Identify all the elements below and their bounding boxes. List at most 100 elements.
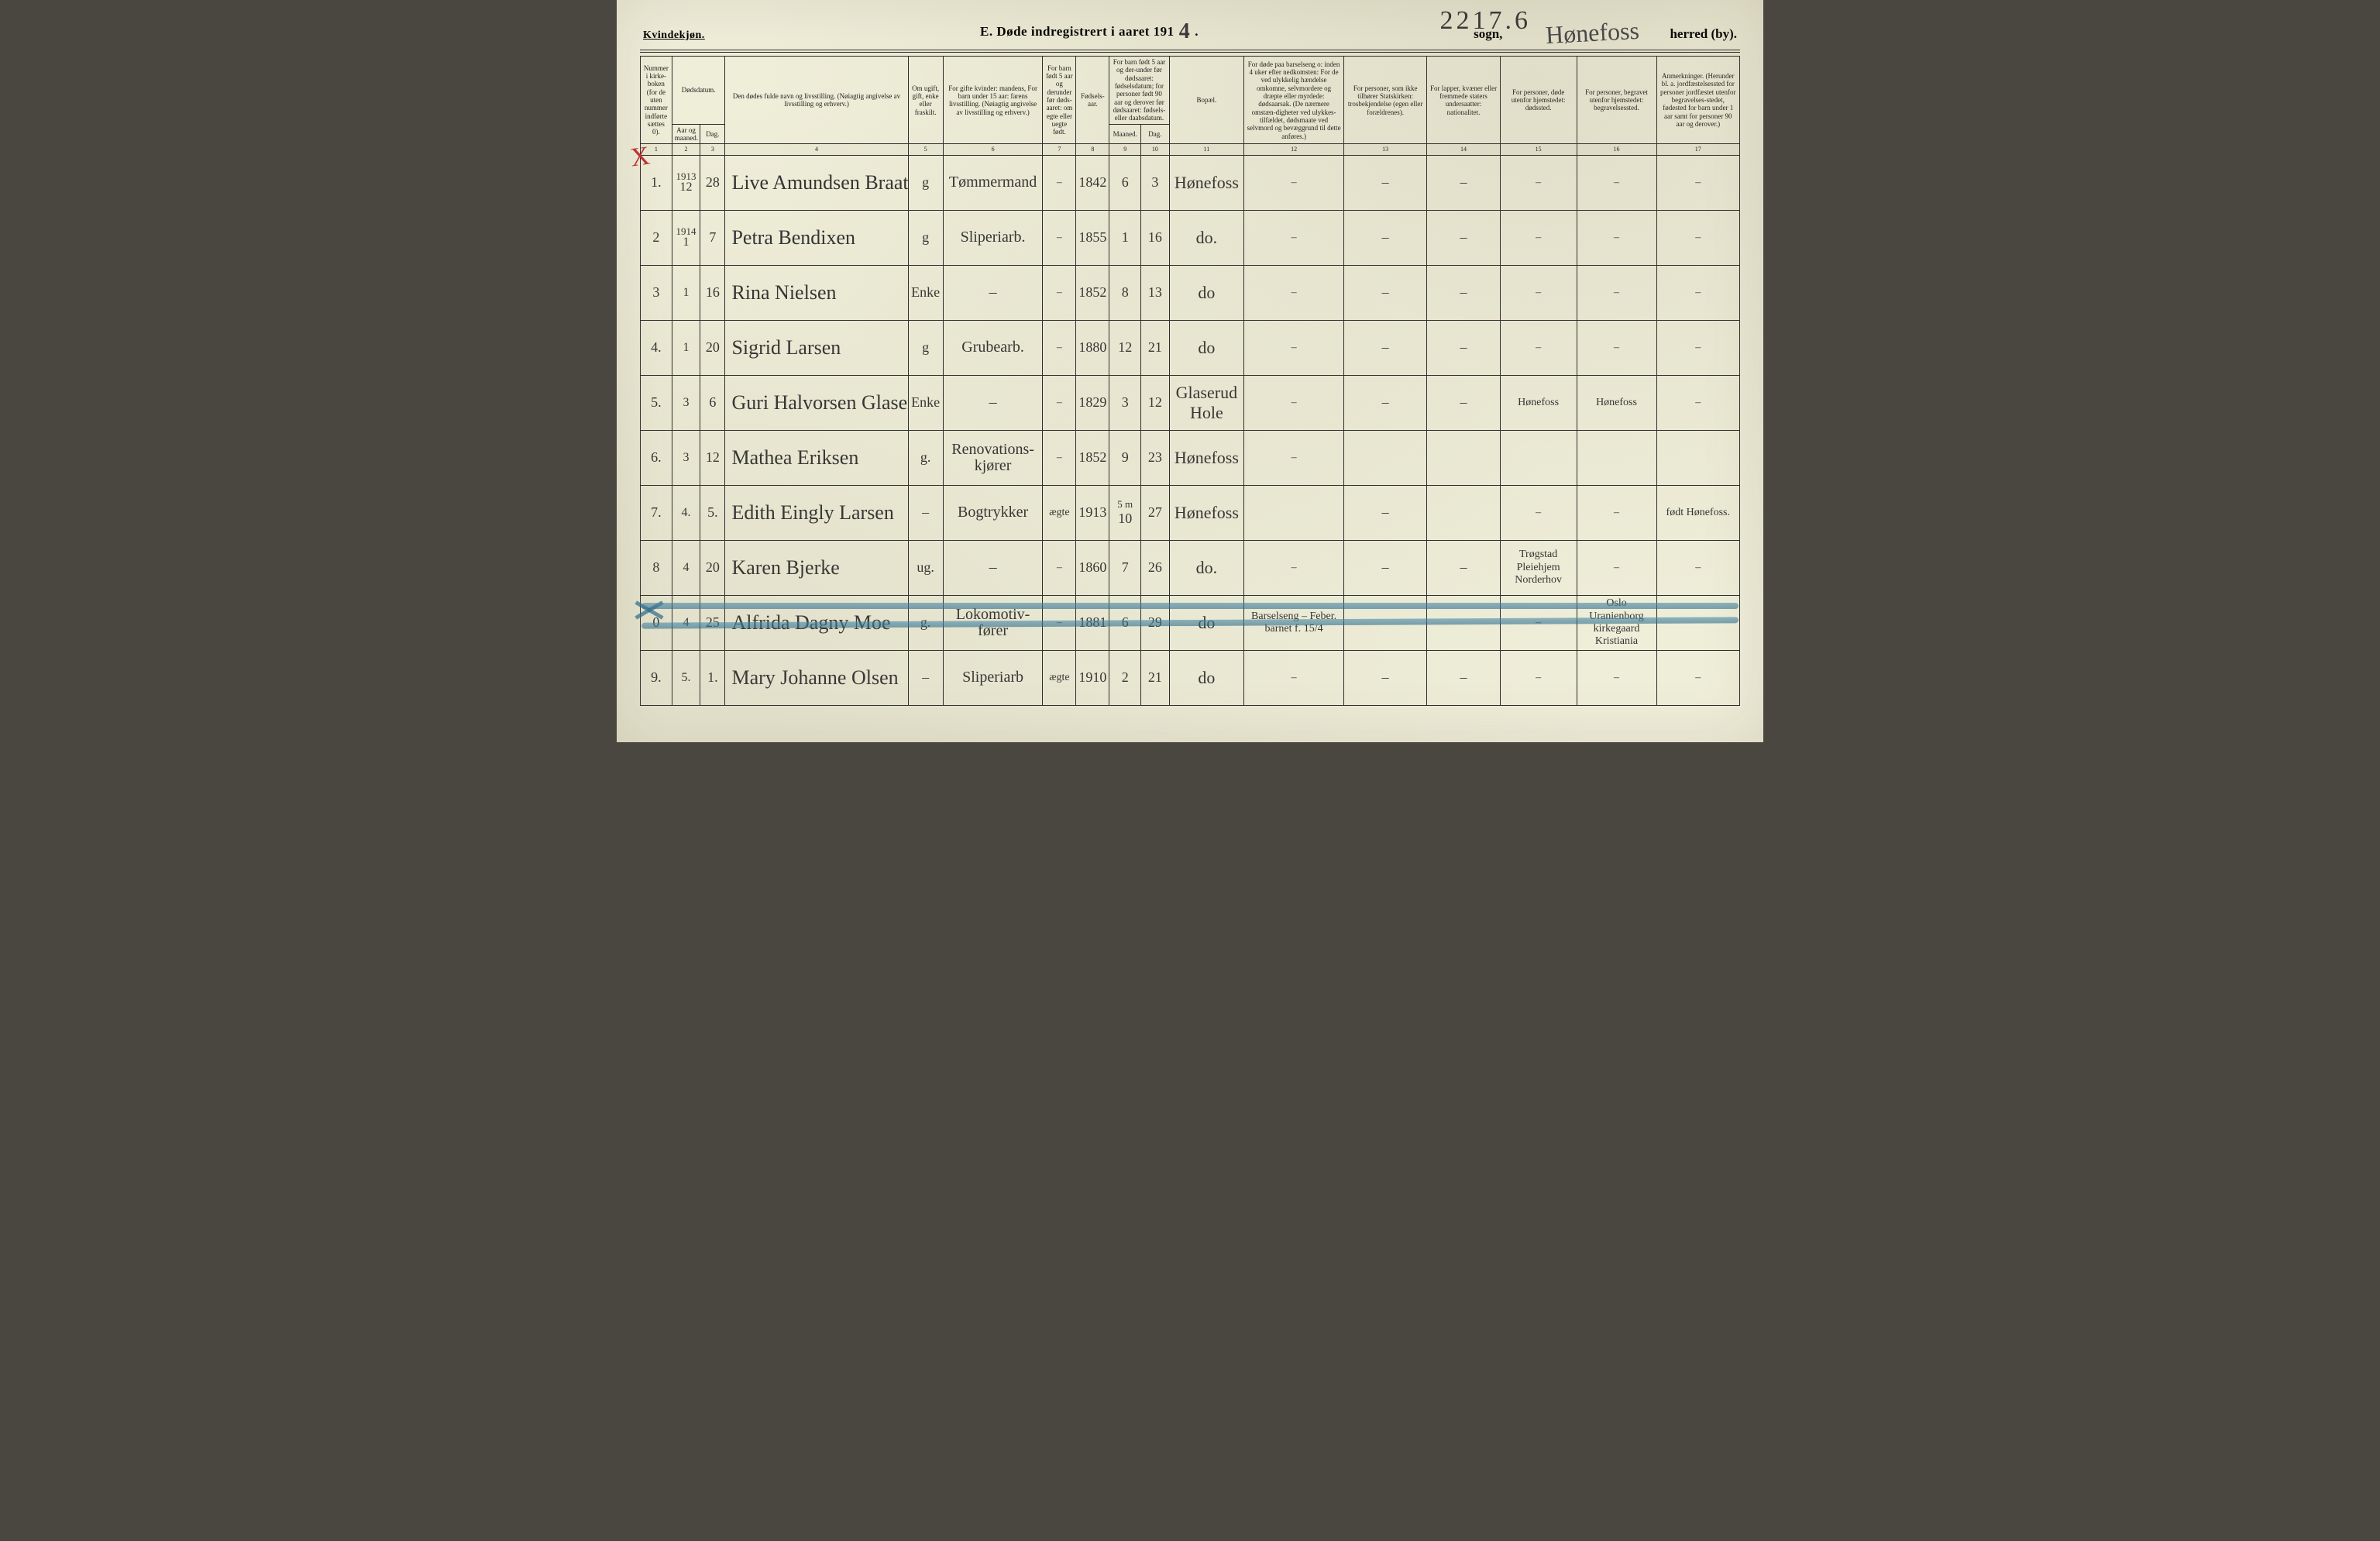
cell: 3 xyxy=(1109,375,1141,430)
cell: do xyxy=(1169,650,1244,705)
cell: g. xyxy=(908,595,943,650)
cell: – xyxy=(1244,650,1344,705)
cell: – xyxy=(1577,485,1656,540)
cell: 3 xyxy=(641,265,672,320)
cell: – xyxy=(1244,265,1344,320)
cell xyxy=(1244,485,1344,540)
cell: 7. xyxy=(641,485,672,540)
col-10: Dag. xyxy=(1141,124,1169,144)
cell: – xyxy=(908,650,943,705)
cell: Live Amundsen Braaten xyxy=(725,155,908,210)
table-row: 7.4.5.Edith Eingly Larsen–Bogtrykkerægte… xyxy=(641,485,1740,540)
colnum: 7 xyxy=(1043,144,1076,155)
cell-year-month: 1 xyxy=(672,320,700,375)
cell: 1. xyxy=(641,155,672,210)
cell: 1910 xyxy=(1076,650,1109,705)
col-2a: Aar og maaned. xyxy=(672,124,700,144)
reference-number: 2217.6 xyxy=(1440,6,1532,36)
cell: – xyxy=(1577,155,1656,210)
col-5: Om ugift, gift, enke eller fraskilt. xyxy=(908,57,943,144)
cell: 1855 xyxy=(1076,210,1109,265)
cell: – xyxy=(1500,265,1577,320)
cell: do. xyxy=(1169,210,1244,265)
cell: Sliperiarb. xyxy=(943,210,1043,265)
cell: 16 xyxy=(700,265,725,320)
cell: 7 xyxy=(1109,540,1141,595)
cell: – xyxy=(1500,320,1577,375)
cell: 29 xyxy=(1141,595,1169,650)
cell: – xyxy=(1244,210,1344,265)
cell: 5. xyxy=(641,375,672,430)
cell: – xyxy=(1427,320,1500,375)
table-row: 9.5.1.Mary Johanne Olsen–Sliperiarbægte1… xyxy=(641,650,1740,705)
cell: g xyxy=(908,155,943,210)
cell: – xyxy=(1500,210,1577,265)
col-4: Den dødes fulde navn og livsstilling. (N… xyxy=(725,57,908,144)
col-12: For døde paa barselseng o: inden 4 uker … xyxy=(1244,57,1344,144)
cell: 2 xyxy=(641,210,672,265)
table-row: 1.19131228Live Amundsen BraatengTømmerma… xyxy=(641,155,1740,210)
cell: Petra Bendixen xyxy=(725,210,908,265)
cell: 1852 xyxy=(1076,265,1109,320)
page-title: E. Døde indregistrert i aaret 191 4 . xyxy=(980,17,1199,42)
cell: 6 xyxy=(1109,155,1141,210)
cell: – xyxy=(1500,485,1577,540)
colnum: 13 xyxy=(1343,144,1426,155)
col-11: Bopæl. xyxy=(1169,57,1244,144)
table-head: Nummer i kirke-boken (for de uten nummer… xyxy=(641,57,1740,156)
cell-year-month: 4 xyxy=(672,595,700,650)
cell: – xyxy=(1656,540,1739,595)
herred-label: herred (by). xyxy=(1670,26,1737,42)
col-9-10: For barn født 5 aar og der-under før død… xyxy=(1109,57,1169,125)
cell-year-month: 191312 xyxy=(672,155,700,210)
cell: 1. xyxy=(700,650,725,705)
colnum: 17 xyxy=(1656,144,1739,155)
cell: Trøgstad Pleiehjem Norderhov xyxy=(1500,540,1577,595)
cell: 12 xyxy=(700,430,725,485)
cell: – xyxy=(1244,155,1344,210)
col-13: For personer, som ikke tilhører Statskir… xyxy=(1343,57,1426,144)
cell: – xyxy=(1656,265,1739,320)
cell: – xyxy=(1500,650,1577,705)
cell: – xyxy=(1244,320,1344,375)
cell: 26 xyxy=(1141,540,1169,595)
cell: – xyxy=(943,265,1043,320)
cell: 6. xyxy=(641,430,672,485)
cell: Mary Johanne Olsen xyxy=(725,650,908,705)
cell: – xyxy=(1343,210,1426,265)
cell xyxy=(1656,430,1739,485)
cell: – xyxy=(1427,155,1500,210)
cell: – xyxy=(1343,320,1426,375)
cell: 12 xyxy=(1141,375,1169,430)
cell: Rina Nielsen xyxy=(725,265,908,320)
cell: 6 xyxy=(1109,595,1141,650)
cell: ægte xyxy=(1043,485,1076,540)
cell: 28 xyxy=(700,155,725,210)
cell-year-month: 3 xyxy=(672,375,700,430)
cell: Hønefoss xyxy=(1577,375,1656,430)
gender-label: Kvindekjøn. xyxy=(643,29,705,42)
col-1: Nummer i kirke-boken (for de uten nummer… xyxy=(641,57,672,144)
cell: Hønefoss xyxy=(1169,155,1244,210)
table-row: 0425Alfrida Dagny Moeg.Lokomotiv-fører–1… xyxy=(641,595,1740,650)
col-2b: Dag. xyxy=(700,124,725,144)
rule-top-thin xyxy=(640,52,1740,53)
cell: – xyxy=(1343,375,1426,430)
cell: – xyxy=(1043,375,1076,430)
cell: – xyxy=(1427,375,1500,430)
cell: – xyxy=(1577,320,1656,375)
cell: 1881 xyxy=(1076,595,1109,650)
cell: do. xyxy=(1169,540,1244,595)
cell xyxy=(1656,595,1739,650)
cell: – xyxy=(1656,375,1739,430)
cell: Tømmermand xyxy=(943,155,1043,210)
cell: 8 xyxy=(1109,265,1141,320)
cell: Bogtrykker xyxy=(943,485,1043,540)
colnum: 10 xyxy=(1141,144,1169,155)
cell: Enke xyxy=(908,265,943,320)
cell: Enke xyxy=(908,375,943,430)
cell xyxy=(1427,485,1500,540)
cell: – xyxy=(1656,210,1739,265)
cell: – xyxy=(1043,595,1076,650)
cell-year-month: 4 xyxy=(672,540,700,595)
